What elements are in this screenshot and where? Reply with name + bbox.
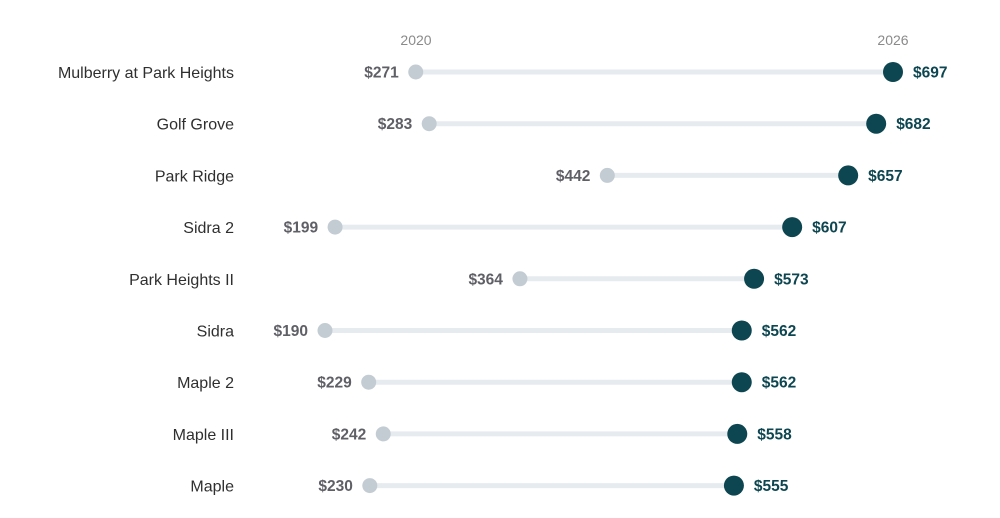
start-value-label: $190 bbox=[274, 323, 308, 340]
start-value-label: $230 bbox=[318, 478, 352, 495]
chart-row: Sidra $190 $562 bbox=[197, 320, 796, 341]
end-point bbox=[731, 372, 752, 393]
start-point bbox=[408, 64, 424, 80]
series-header-2026: 2026 bbox=[877, 32, 908, 48]
start-value-label: $271 bbox=[364, 65, 399, 82]
start-value-label: $442 bbox=[556, 168, 590, 185]
start-value-label: $364 bbox=[468, 271, 503, 288]
start-value-label: $229 bbox=[317, 375, 352, 392]
end-value-label: $697 bbox=[913, 65, 947, 82]
category-label: Sidra 2 bbox=[183, 220, 234, 237]
chart-row: Sidra 2 $199 $607 bbox=[183, 217, 847, 238]
end-point bbox=[838, 165, 859, 186]
chart-row: Park Ridge $442 $657 bbox=[155, 165, 903, 186]
start-point bbox=[361, 374, 377, 390]
end-point bbox=[782, 217, 803, 238]
category-label: Park Heights II bbox=[129, 272, 234, 289]
start-point bbox=[317, 323, 333, 338]
end-point bbox=[744, 268, 765, 289]
start-value-label: $242 bbox=[332, 426, 366, 443]
start-point bbox=[512, 271, 528, 287]
chart-row: Maple 2 $229 $562 bbox=[177, 372, 796, 393]
category-label: Sidra bbox=[197, 324, 234, 341]
chart-row: Golf Grove $283 $682 bbox=[157, 113, 931, 134]
end-point bbox=[866, 113, 887, 134]
start-value-label: $283 bbox=[378, 116, 413, 133]
end-value-label: $657 bbox=[868, 168, 902, 185]
series-header-2020: 2020 bbox=[400, 32, 431, 48]
end-value-label: $555 bbox=[754, 478, 789, 495]
category-label: Maple III bbox=[173, 427, 234, 444]
chart-row: Maple $230 $555 bbox=[190, 475, 789, 496]
start-value-label: $199 bbox=[284, 220, 319, 237]
end-point bbox=[727, 423, 748, 444]
end-point bbox=[731, 320, 752, 341]
end-value-label: $573 bbox=[774, 271, 809, 288]
category-label: Maple 2 bbox=[177, 375, 234, 392]
category-label: Mulberry at Park Heights bbox=[58, 65, 234, 82]
category-label: Maple bbox=[190, 479, 234, 496]
category-label: Golf Grove bbox=[157, 117, 234, 134]
start-point bbox=[421, 116, 437, 132]
chart-row: Park Heights II $364 $573 bbox=[129, 268, 809, 289]
start-point bbox=[327, 219, 343, 235]
end-value-label: $562 bbox=[762, 323, 796, 340]
start-point bbox=[599, 167, 615, 183]
end-point bbox=[883, 62, 903, 82]
end-point bbox=[723, 475, 744, 496]
chart-row: Mulberry at Park Heights $271 $697 bbox=[58, 62, 947, 82]
end-value-label: $558 bbox=[757, 426, 792, 443]
end-value-label: $607 bbox=[812, 220, 846, 237]
category-label: Park Ridge bbox=[155, 168, 234, 185]
start-point bbox=[362, 478, 378, 494]
chart-row: Maple III $242 $558 bbox=[173, 423, 792, 444]
end-value-label: $682 bbox=[896, 116, 930, 133]
end-value-label: $562 bbox=[762, 375, 796, 392]
start-point bbox=[375, 426, 391, 442]
chart-rows: Mulberry at Park Heights $271 $697 Golf Gro… bbox=[58, 62, 947, 496]
